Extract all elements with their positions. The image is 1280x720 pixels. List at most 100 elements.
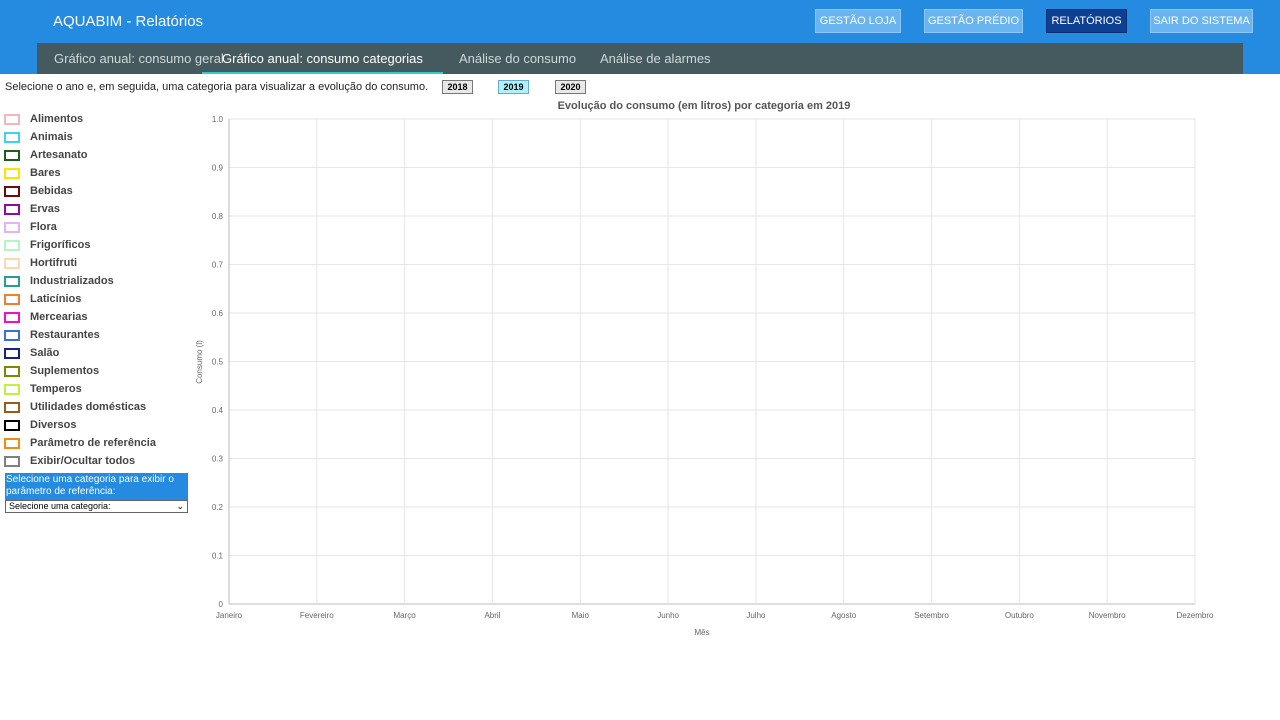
legend-label: Temperos xyxy=(30,383,82,395)
y-axis-label: Consumo (l) xyxy=(195,340,204,384)
legend-label: Animais xyxy=(30,131,73,143)
year-2020-button[interactable]: 2020 xyxy=(555,80,586,94)
nav-sair-button[interactable]: SAIR DO SISTEMA xyxy=(1150,9,1253,33)
nav-gestao-predio-button[interactable]: GESTÃO PRÉDIO xyxy=(924,9,1023,33)
x-tick-label: Dezembro xyxy=(1177,611,1214,620)
legend-item[interactable]: Suplementos xyxy=(4,362,156,380)
app-title: AQUABIM - Relatórios xyxy=(53,13,204,30)
legend-label: Exibir/Ocultar todos xyxy=(30,455,136,467)
legend-item[interactable]: Laticínios xyxy=(4,290,156,308)
legend-item[interactable]: Animais xyxy=(4,128,156,146)
legend-swatch xyxy=(4,293,20,305)
y-tick-label: 0 xyxy=(219,600,224,609)
legend-label: Laticínios xyxy=(30,293,82,305)
legend-label: Flora xyxy=(30,221,57,233)
legend-swatch xyxy=(4,347,20,359)
x-tick-label: Agosto xyxy=(831,611,856,620)
legend-item[interactable]: Utilidades domésticas xyxy=(4,398,156,416)
legend-swatch xyxy=(4,329,20,341)
legend-label: Bebidas xyxy=(30,185,73,197)
y-tick-label: 0.9 xyxy=(212,164,224,173)
legend-label: Utilidades domésticas xyxy=(30,401,147,413)
legend-item[interactable]: Temperos xyxy=(4,380,156,398)
legend-label: Mercearias xyxy=(30,311,88,323)
legend-swatch xyxy=(4,149,20,161)
x-tick-label: Fevereiro xyxy=(300,611,334,620)
legend-swatch xyxy=(4,203,20,215)
legend-swatch xyxy=(4,383,20,395)
legend-item[interactable]: Flora xyxy=(4,218,156,236)
legend-swatch xyxy=(4,221,20,233)
x-tick-label: Março xyxy=(394,611,417,620)
legend-label: Industrializados xyxy=(30,275,114,287)
year-2019-button[interactable]: 2019 xyxy=(498,80,529,94)
legend-item[interactable]: Diversos xyxy=(4,416,156,434)
legend-swatch xyxy=(4,365,20,377)
legend-item[interactable]: Ervas xyxy=(4,200,156,218)
legend-swatch xyxy=(4,275,20,287)
legend-swatch xyxy=(4,167,20,179)
legend-item[interactable]: Artesanato xyxy=(4,146,156,164)
legend-label: Parâmetro de referência xyxy=(30,437,156,449)
reference-prompt: Selecione uma categoria para exibir o pa… xyxy=(5,473,188,500)
legend-item[interactable]: Mercearias xyxy=(4,308,156,326)
y-tick-label: 0.8 xyxy=(212,212,224,221)
legend-label: Suplementos xyxy=(30,365,100,377)
legend-item[interactable]: Bares xyxy=(4,164,156,182)
legend-swatch xyxy=(4,185,20,197)
legend-item[interactable]: Exibir/Ocultar todos xyxy=(4,452,156,470)
legend-swatch xyxy=(4,419,20,431)
legend-item[interactable]: Frigoríficos xyxy=(4,236,156,254)
instructions-text: Selecione o ano e, em seguida, uma categ… xyxy=(5,81,429,93)
legend-item[interactable]: Alimentos xyxy=(4,110,156,128)
x-tick-label: Maio xyxy=(572,611,590,620)
x-tick-label: Abril xyxy=(484,611,500,620)
legend-label: Hortifruti xyxy=(30,257,78,269)
legend-label: Restaurantes xyxy=(30,329,100,341)
legend-item[interactable]: Bebidas xyxy=(4,182,156,200)
category-select-value: Selecione uma categoria: xyxy=(9,501,111,511)
legend-swatch xyxy=(4,401,20,413)
tab-analise-alarmes[interactable]: Análise de alarmes xyxy=(600,51,711,66)
tab-consumo-geral[interactable]: Gráfico anual: consumo geral xyxy=(54,51,224,66)
x-tick-label: Janeiro xyxy=(216,611,243,620)
tab-bar: Gráfico anual: consumo geral Gráfico anu… xyxy=(37,43,1243,74)
legend-item[interactable]: Restaurantes xyxy=(4,326,156,344)
y-tick-label: 0.4 xyxy=(212,406,224,415)
legend-item[interactable]: Salão xyxy=(4,344,156,362)
chart-title: Evolução do consumo (em litros) por cate… xyxy=(558,100,851,112)
legend-label: Bares xyxy=(30,167,61,179)
x-tick-label: Julho xyxy=(746,611,766,620)
category-legend: Alimentos Animais Artesanato Bares Bebidas Er… xyxy=(4,110,156,470)
legend-item[interactable]: Hortifruti xyxy=(4,254,156,272)
x-axis-label: Mês xyxy=(694,628,709,637)
tab-analise-consumo[interactable]: Análise do consumo xyxy=(459,51,577,66)
nav-gestao-loja-button[interactable]: GESTÃO LOJA xyxy=(815,9,901,33)
category-select[interactable]: Selecione uma categoria: ⌄ xyxy=(5,500,188,513)
x-tick-label: Novembro xyxy=(1089,611,1126,620)
x-tick-label: Setembro xyxy=(914,611,949,620)
legend-swatch xyxy=(4,131,20,143)
year-2018-button[interactable]: 2018 xyxy=(442,80,473,94)
legend-label: Ervas xyxy=(30,203,60,215)
legend-label: Alimentos xyxy=(30,113,84,125)
legend-item[interactable]: Industrializados xyxy=(4,272,156,290)
tab-consumo-categorias[interactable]: Gráfico anual: consumo categorias xyxy=(202,43,443,74)
y-tick-label: 0.1 xyxy=(212,552,224,561)
legend-swatch xyxy=(4,311,20,323)
y-tick-label: 0.2 xyxy=(212,503,224,512)
legend-label: Frigoríficos xyxy=(30,239,91,251)
y-tick-label: 0.5 xyxy=(212,358,224,367)
x-tick-label: Junho xyxy=(657,611,679,620)
y-tick-label: 0.6 xyxy=(212,309,224,318)
y-tick-label: 0.7 xyxy=(212,261,224,270)
legend-swatch xyxy=(4,437,20,449)
y-tick-label: 1.0 xyxy=(212,115,224,124)
nav-relatorios-button[interactable]: RELATÓRIOS xyxy=(1046,9,1127,33)
legend-item[interactable]: Parâmetro de referência xyxy=(4,434,156,452)
legend-label: Salão xyxy=(30,347,60,359)
x-tick-label: Outubro xyxy=(1005,611,1034,620)
legend-swatch xyxy=(4,239,20,251)
top-bar: AQUABIM - Relatórios GESTÃO LOJA GESTÃO … xyxy=(0,0,1280,43)
